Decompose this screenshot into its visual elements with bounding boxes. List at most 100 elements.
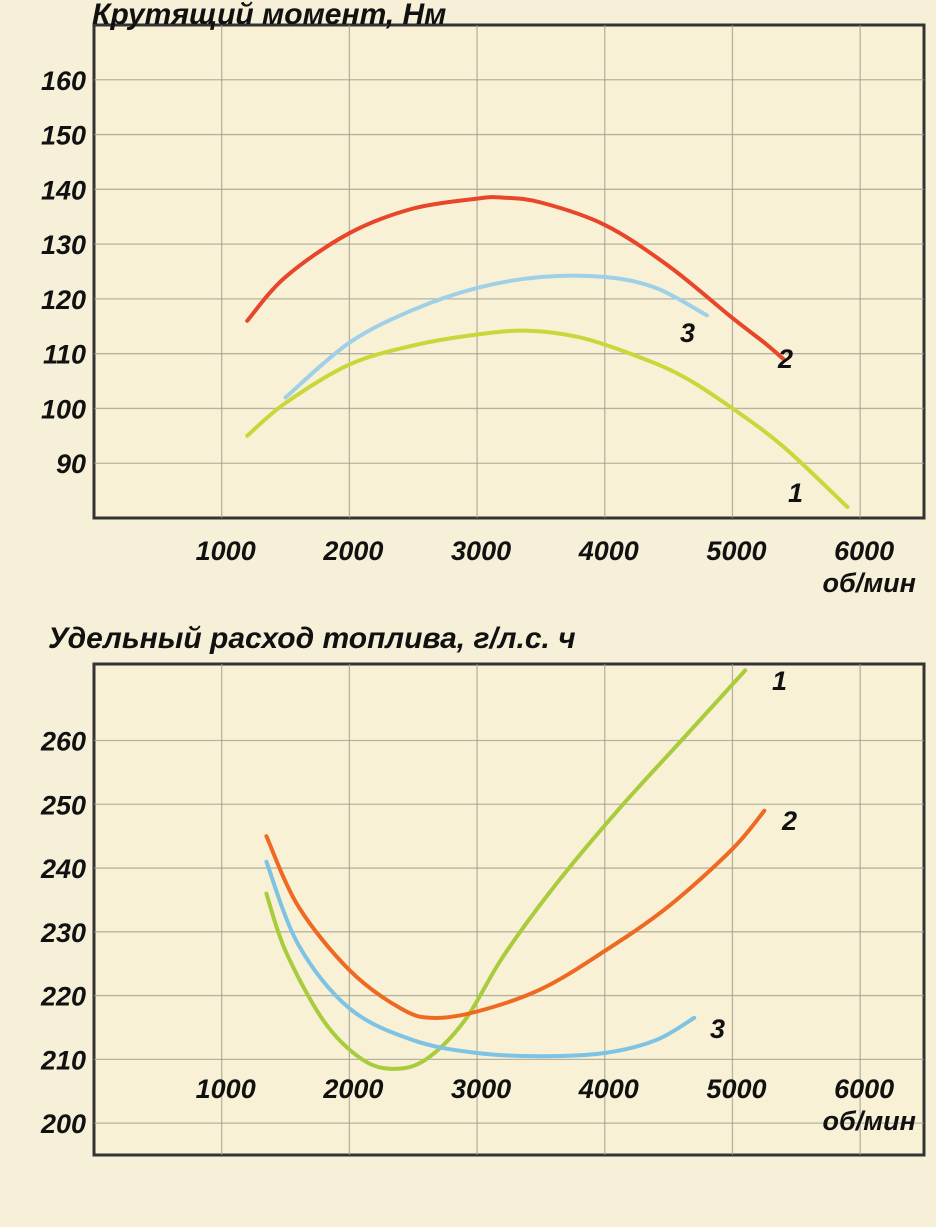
data-point-3 bbox=[603, 276, 606, 278]
plot-area bbox=[92, 662, 926, 1157]
data-point-3 bbox=[284, 396, 287, 399]
series-label-2: 2 bbox=[781, 806, 797, 836]
data-point-1 bbox=[393, 1068, 395, 1070]
data-point-2 bbox=[431, 1017, 434, 1019]
data-point-1 bbox=[265, 892, 268, 895]
data-point-1 bbox=[425, 1058, 427, 1061]
y-tick-label: 200 bbox=[40, 1109, 86, 1139]
data-point-1 bbox=[246, 435, 249, 437]
data-point-2 bbox=[501, 196, 504, 199]
data-point-1 bbox=[846, 506, 849, 508]
chart-title: Удельный расход топлива, г/л.с. ч bbox=[48, 622, 576, 655]
series-label-3: 3 bbox=[710, 1014, 725, 1044]
data-point-1 bbox=[463, 1020, 466, 1022]
y-tick-label: 140 bbox=[41, 175, 86, 205]
data-point-2 bbox=[476, 197, 478, 200]
data-point-1 bbox=[361, 1058, 363, 1061]
data-point-1 bbox=[680, 374, 683, 377]
x-tick-label: 4000 bbox=[578, 536, 639, 566]
x-tick-label: 1000 bbox=[196, 1074, 256, 1104]
y-tick-label: 110 bbox=[43, 340, 86, 370]
data-point-2 bbox=[265, 835, 268, 837]
x-tick-label: 1000 bbox=[196, 536, 256, 566]
y-tick-label: 210 bbox=[40, 1045, 86, 1075]
data-point-2 bbox=[246, 320, 249, 322]
data-point-1 bbox=[348, 363, 351, 366]
data-point-2 bbox=[284, 276, 287, 278]
x-tick-label: 5000 bbox=[706, 536, 766, 566]
data-point-3 bbox=[476, 287, 478, 289]
data-point-2 bbox=[667, 905, 670, 908]
data-point-1 bbox=[323, 1020, 325, 1022]
data-point-2 bbox=[782, 358, 785, 360]
data-point-3 bbox=[412, 1039, 415, 1042]
data-point-2 bbox=[540, 988, 542, 991]
data-point-3 bbox=[540, 276, 542, 278]
data-point-3 bbox=[412, 309, 415, 311]
y-tick-label: 150 bbox=[41, 121, 86, 151]
data-point-2 bbox=[603, 950, 606, 952]
data-point-1 bbox=[731, 407, 734, 410]
data-point-3 bbox=[348, 341, 351, 344]
data-point-1 bbox=[527, 329, 529, 332]
data-point-1 bbox=[680, 739, 683, 742]
data-point-1 bbox=[412, 344, 415, 347]
series-label-3: 3 bbox=[680, 318, 695, 348]
y-tick-label: 90 bbox=[56, 449, 86, 479]
x-tick-label: 6000 bbox=[834, 536, 894, 566]
data-point-3 bbox=[706, 314, 708, 317]
plot-area bbox=[92, 23, 926, 520]
data-point-3 bbox=[476, 1052, 478, 1054]
x-tick-label: 5000 bbox=[706, 1074, 766, 1104]
data-point-1 bbox=[501, 956, 504, 959]
data-point-1 bbox=[629, 352, 632, 355]
data-point-2 bbox=[348, 232, 351, 234]
data-point-1 bbox=[578, 336, 581, 339]
series-label-1: 1 bbox=[772, 666, 787, 696]
series-label-2: 2 bbox=[777, 344, 793, 374]
data-point-3 bbox=[655, 287, 657, 289]
x-axis-label: об/мин bbox=[823, 1106, 917, 1136]
data-point-2 bbox=[667, 265, 670, 267]
data-point-2 bbox=[763, 341, 766, 344]
data-point-3 bbox=[603, 1052, 606, 1054]
y-tick-label: 130 bbox=[41, 230, 86, 260]
data-point-2 bbox=[297, 905, 300, 908]
data-point-2 bbox=[603, 224, 606, 226]
y-tick-label: 100 bbox=[41, 394, 86, 424]
y-tick-label: 240 bbox=[40, 854, 86, 884]
y-tick-label: 230 bbox=[40, 918, 86, 948]
x-tick-label: 3000 bbox=[451, 1074, 511, 1104]
data-point-3 bbox=[297, 943, 300, 946]
data-point-2 bbox=[731, 317, 734, 319]
x-tick-label: 3000 bbox=[451, 536, 511, 566]
data-point-2 bbox=[763, 809, 766, 812]
y-tick-label: 260 bbox=[40, 727, 86, 757]
data-point-2 bbox=[412, 207, 415, 210]
data-point-2 bbox=[476, 1010, 478, 1013]
y-tick-label: 160 bbox=[41, 66, 86, 96]
y-tick-label: 220 bbox=[40, 982, 86, 1012]
data-point-3 bbox=[265, 860, 268, 863]
chart-1: Крутящий момент, Нм 90 100 110 120 130 140 150 1… bbox=[41, 0, 926, 598]
y-tick-label: 120 bbox=[41, 285, 86, 315]
data-point-3 bbox=[693, 1017, 695, 1019]
series-line-1 bbox=[245, 328, 850, 509]
data-point-2 bbox=[348, 969, 351, 971]
data-point-1 bbox=[616, 809, 619, 812]
x-tick-label: 2000 bbox=[322, 1074, 383, 1104]
y-tick-label: 250 bbox=[40, 790, 86, 820]
chart-2: Удельный расход топлива, г/л.с. ч 200 210 2… bbox=[40, 622, 926, 1157]
data-point-2 bbox=[540, 201, 542, 204]
data-point-1 bbox=[552, 886, 555, 888]
data-point-1 bbox=[284, 950, 287, 952]
series-line-3 bbox=[264, 859, 697, 1059]
chart-title: Крутящий момент, Нм bbox=[92, 0, 446, 31]
data-point-1 bbox=[476, 333, 478, 336]
data-point-2 bbox=[731, 848, 734, 850]
series-label-1: 1 bbox=[788, 478, 803, 508]
data-point-1 bbox=[782, 445, 785, 448]
x-tick-label: 2000 bbox=[322, 536, 383, 566]
